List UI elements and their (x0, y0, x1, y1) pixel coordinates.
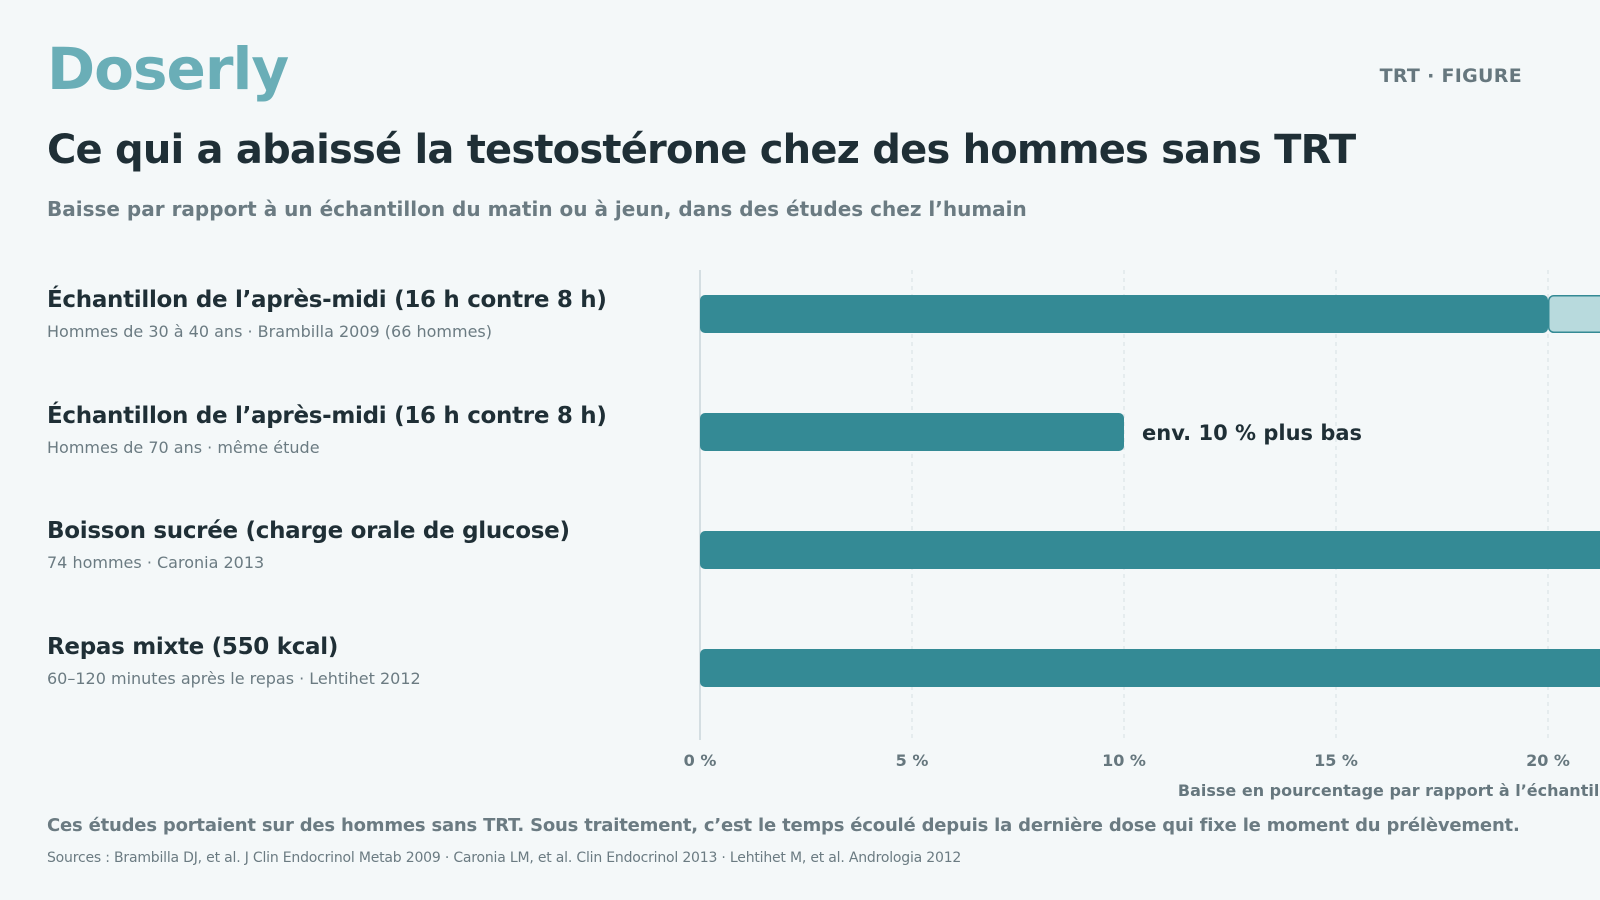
tick-label: 0 % (684, 751, 717, 770)
row-label-2: Boisson sucrée (charge orale de glucose)… (47, 518, 667, 572)
row-label-main: Boisson sucrée (charge orale de glucose) (47, 518, 570, 544)
tick-label: 15 % (1314, 751, 1358, 770)
bar-range (1548, 295, 1600, 333)
tick-label: 5 % (896, 751, 929, 770)
row-label-main: Échantillon de l’après-midi (16 h contre… (47, 403, 607, 429)
bar (700, 531, 1600, 569)
bar (700, 413, 1124, 451)
row-label-sub: Hommes de 70 ans · même étude (47, 438, 320, 457)
bar (700, 649, 1600, 687)
chart-subtitle: Baisse par rapport à un échantillon du m… (47, 197, 1027, 221)
row-label-main: Repas mixte (550 kcal) (47, 634, 339, 660)
row-label-0: Échantillon de l’après-midi (16 h contre… (47, 287, 667, 341)
figure-tag: TRT · FIGURE (1379, 65, 1522, 87)
footer-sources: Sources : Brambilla DJ, et al. J Clin En… (47, 850, 962, 866)
bar (700, 295, 1548, 333)
row-label-main: Échantillon de l’après-midi (16 h contre… (47, 287, 607, 313)
row-label-3: Repas mixte (550 kcal) 60–120 minutes ap… (47, 634, 667, 688)
brand-logo: Doserly (47, 35, 289, 103)
tick-label: 10 % (1102, 751, 1146, 770)
tick-label: 20 % (1526, 751, 1570, 770)
x-axis-label: Baisse en pourcentage par rapport à l’éc… (1178, 781, 1600, 800)
value-label: env. 10 % plus bas (1142, 421, 1362, 445)
chart-title: Ce qui a abaissé la testostérone chez de… (47, 127, 1356, 173)
footer-note: Ces études portaient sur des hommes sans… (47, 815, 1520, 836)
row-label-sub: 60–120 minutes après le repas · Lehtihet… (47, 669, 421, 688)
row-label-sub: Hommes de 30 à 40 ans · Brambilla 2009 (… (47, 322, 493, 341)
row-label-1: Échantillon de l’après-midi (16 h contre… (47, 403, 667, 457)
row-label-sub: 74 hommes · Caronia 2013 (47, 553, 265, 572)
